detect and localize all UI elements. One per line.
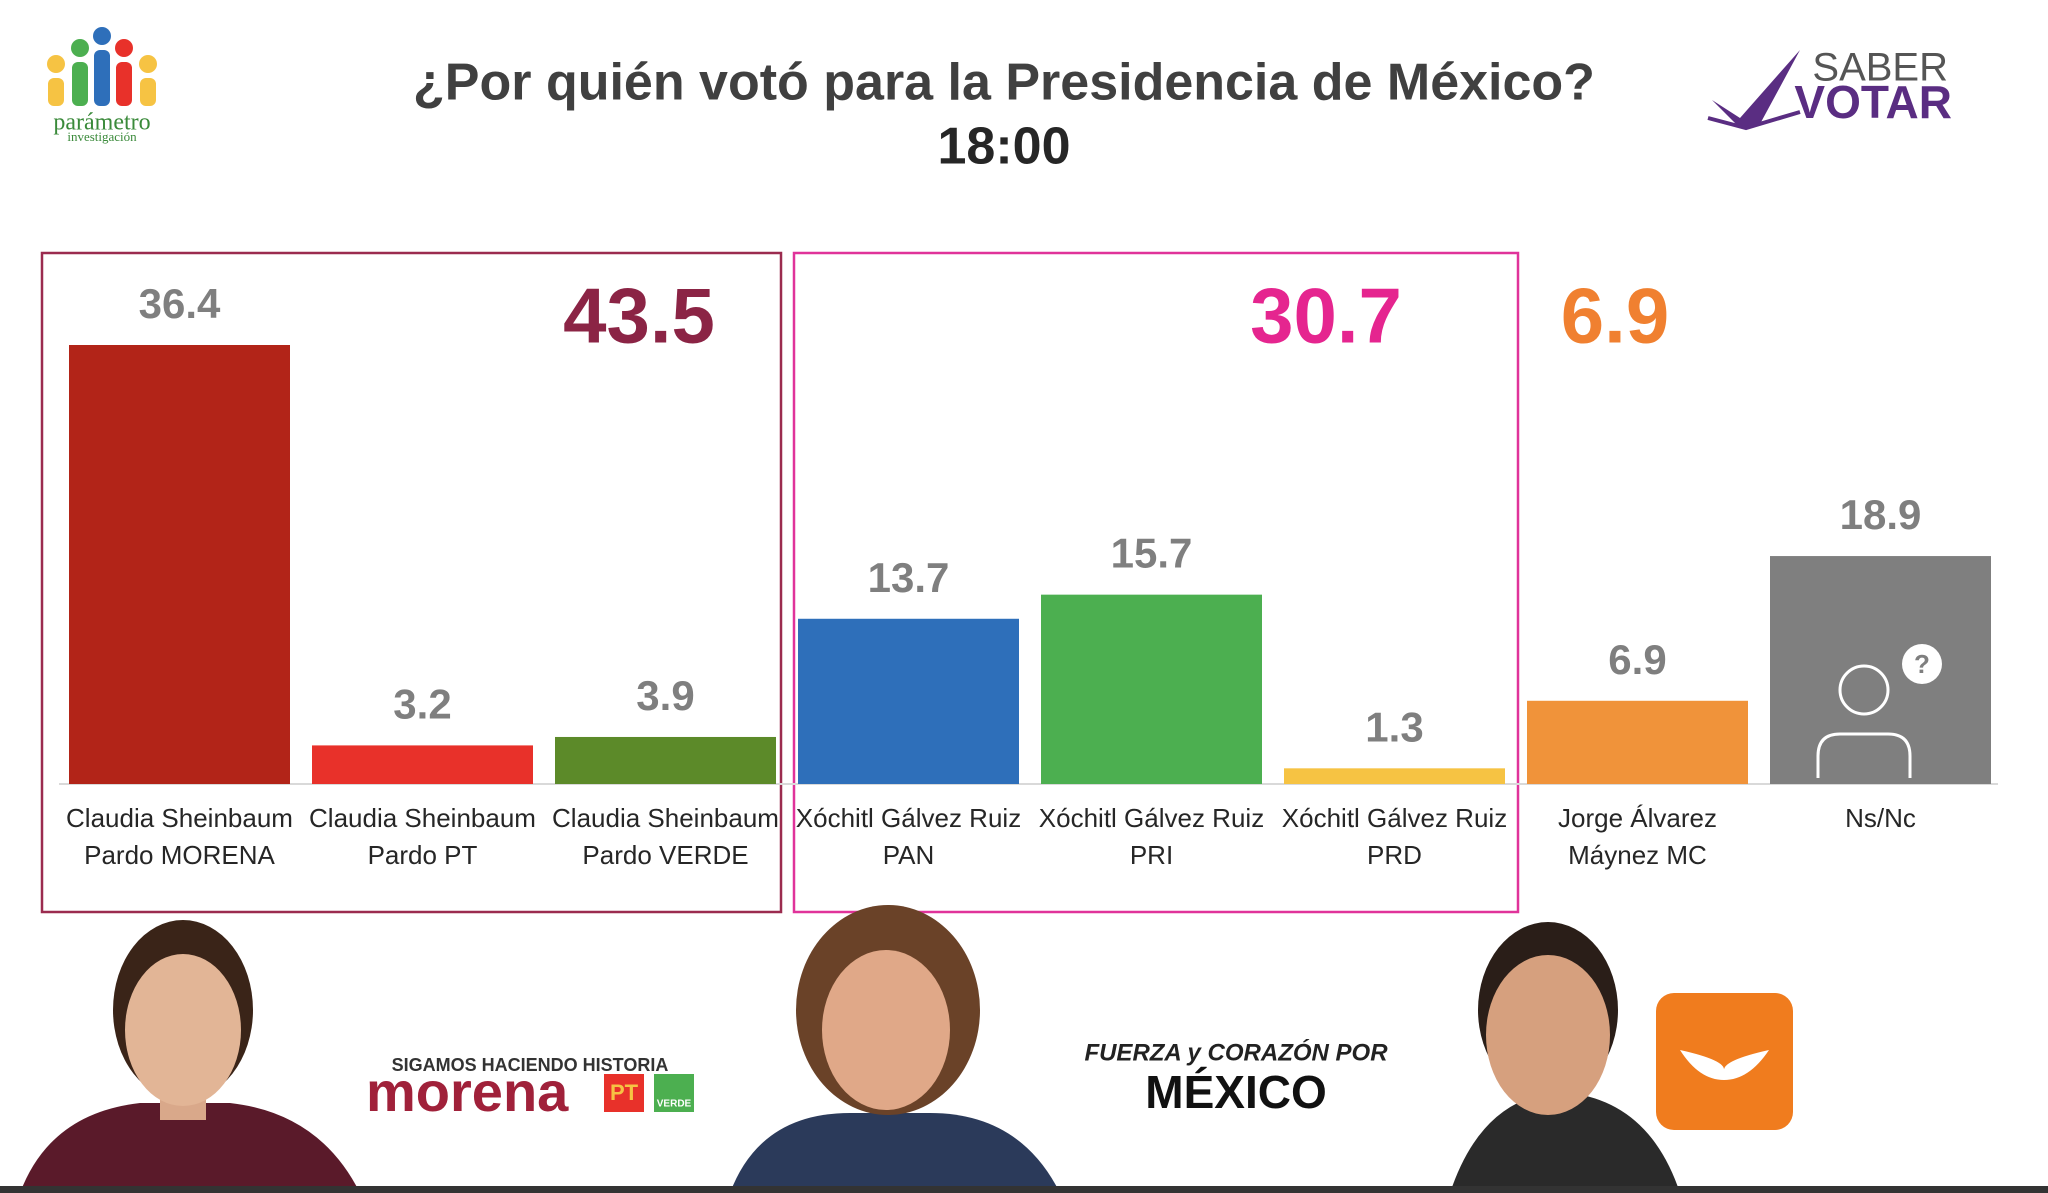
pollster-sub: investigación <box>67 129 137 144</box>
value-label: 15.7 <box>1111 530 1193 577</box>
coalition-logo: SIGAMOS HACIENDO HISTORIA morena PT VERD… <box>366 1055 694 1123</box>
value-label: 36.4 <box>139 280 221 327</box>
value-label: 3.9 <box>636 672 694 719</box>
category-label: Claudia Sheinbaum Pardo PT <box>309 803 536 870</box>
bar <box>555 736 776 784</box>
party-logo <box>1656 993 1793 1130</box>
bar <box>1284 768 1505 784</box>
chart-title: ¿Por quién votó para la Presidencia de M… <box>413 54 1595 112</box>
logo-slogan: SIGAMOS HACIENDO HISTORIA <box>392 1055 669 1075</box>
bar <box>1770 556 1991 784</box>
category-label: Ns/Nc <box>1845 803 1916 833</box>
pollster-name: parámetro <box>53 110 150 136</box>
coalition-total: 43.5 <box>563 272 715 360</box>
logo-verde: VERDE <box>657 1099 692 1110</box>
category-label: Xóchitl Gálvez Ruiz PAN <box>795 803 1022 870</box>
value-label: 3.2 <box>393 681 451 728</box>
coalition-box <box>792 251 1520 914</box>
category-label: Xóchitl Gálvez Ruiz PRI <box>1038 803 1265 870</box>
candidate-photo <box>20 920 360 1193</box>
coalition-total: 6.9 <box>1561 272 1669 360</box>
partner-bottom: VOTAR <box>1794 76 1952 128</box>
category-label: Claudia Sheinbaum Pardo VERDE <box>552 803 779 870</box>
chart-subtitle: 18:00 <box>938 118 1071 176</box>
bottom-strip <box>0 1186 2048 1193</box>
partner-logo: SABER VOTAR <box>1707 46 1952 131</box>
category-label: Jorge Álvarez Máynez MC <box>1558 803 1717 870</box>
logo-pt: PT <box>610 1080 639 1105</box>
bar <box>1527 700 1748 784</box>
svg-text:?: ? <box>1914 649 1930 679</box>
logo-slogan: FUERZA y CORAZÓN POR <box>1084 1038 1388 1066</box>
bars: 36.4 3.2 3.9 13.7 15.7 1.3 6.9 18.9 <box>69 280 1991 784</box>
coalition-logo: FUERZA y CORAZÓN POR MÉXICO <box>1084 1038 1388 1118</box>
bar <box>312 745 533 784</box>
value-label: 1.3 <box>1365 703 1423 750</box>
candidate-photo <box>730 905 1060 1193</box>
coalition-box <box>40 251 783 914</box>
candidate-photo <box>1450 922 1680 1193</box>
logo-party: morena <box>366 1060 569 1123</box>
logo-name: MÉXICO <box>1145 1066 1326 1118</box>
bar <box>1041 594 1262 784</box>
value-label: 13.7 <box>868 554 950 601</box>
bar <box>798 618 1019 784</box>
category-label: Xóchitl Gálvez Ruiz PRD <box>1281 803 1508 870</box>
category-label: Claudia Sheinbaum Pardo MORENA <box>66 803 293 870</box>
value-label: 6.9 <box>1608 636 1666 683</box>
unknown-icon: ? <box>1816 644 1942 778</box>
pollster-logo: parámetro investigación <box>47 27 157 144</box>
bar <box>69 345 290 784</box>
coalition-total: 30.7 <box>1250 272 1402 360</box>
partner-top: SABER <box>1812 46 1948 90</box>
value-label: 18.9 <box>1840 491 1922 538</box>
